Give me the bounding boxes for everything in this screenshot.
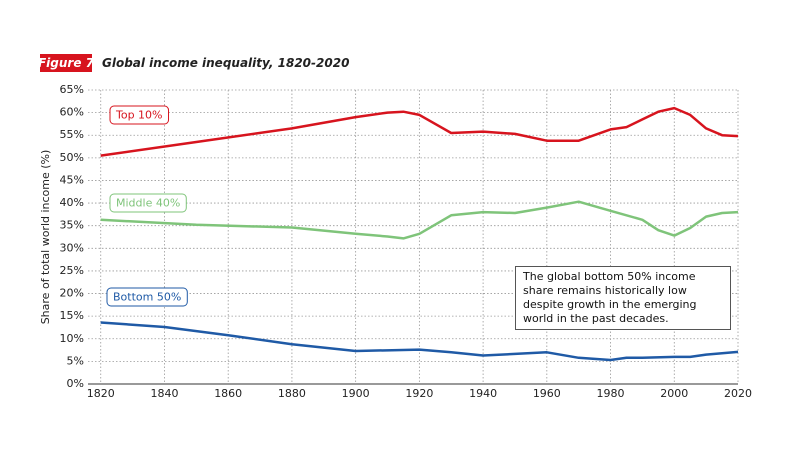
series-label-box — [109, 105, 170, 125]
y-tick-label: 0% — [67, 377, 84, 390]
chart-title: Global income inequality, 1820-2020 — [102, 56, 349, 70]
y-axis-title: Share of total world income (%) — [39, 150, 52, 325]
y-tick-label: 15% — [60, 309, 84, 322]
y-tick-label: 25% — [60, 264, 84, 277]
y-tick-label: 45% — [60, 173, 84, 186]
y-tick-label: 50% — [60, 151, 84, 164]
y-tick-label: 40% — [60, 196, 84, 209]
x-tick-label: 1940 — [469, 387, 497, 400]
series-line — [100, 106, 739, 157]
x-tick-label: 1820 — [87, 387, 115, 400]
series-label-box — [106, 287, 188, 307]
x-tick-label: 1880 — [278, 387, 306, 400]
x-tick-label: 1900 — [342, 387, 370, 400]
x-tick-label: 1840 — [150, 387, 178, 400]
series-label: Bottom 50% — [113, 291, 181, 304]
y-tick-label: 35% — [60, 219, 84, 232]
figure-label: Figure 7 — [38, 56, 95, 70]
y-tick-label: 65% — [60, 83, 84, 96]
y-tick-label: 5% — [67, 354, 84, 367]
series-label: Middle 40% — [116, 197, 180, 210]
y-tick-label: 55% — [60, 128, 84, 141]
series-label-box — [109, 193, 187, 213]
x-tick-label: 1920 — [405, 387, 433, 400]
figure-badge — [40, 54, 92, 72]
y-tick-label: 10% — [60, 332, 84, 345]
x-tick-label: 2020 — [724, 387, 752, 400]
series-label: Top 10% — [115, 109, 163, 122]
x-tick-label: 2000 — [660, 387, 688, 400]
x-tick-label: 1960 — [533, 387, 561, 400]
y-tick-label: 20% — [60, 287, 84, 300]
series-line — [100, 200, 739, 240]
y-tick-label: 30% — [60, 241, 84, 254]
annotation: The global bottom 50% income share remai… — [515, 266, 731, 330]
x-tick-label: 1860 — [214, 387, 242, 400]
series-line — [100, 321, 739, 362]
x-tick-label: 1980 — [597, 387, 625, 400]
y-tick-label: 60% — [60, 106, 84, 119]
